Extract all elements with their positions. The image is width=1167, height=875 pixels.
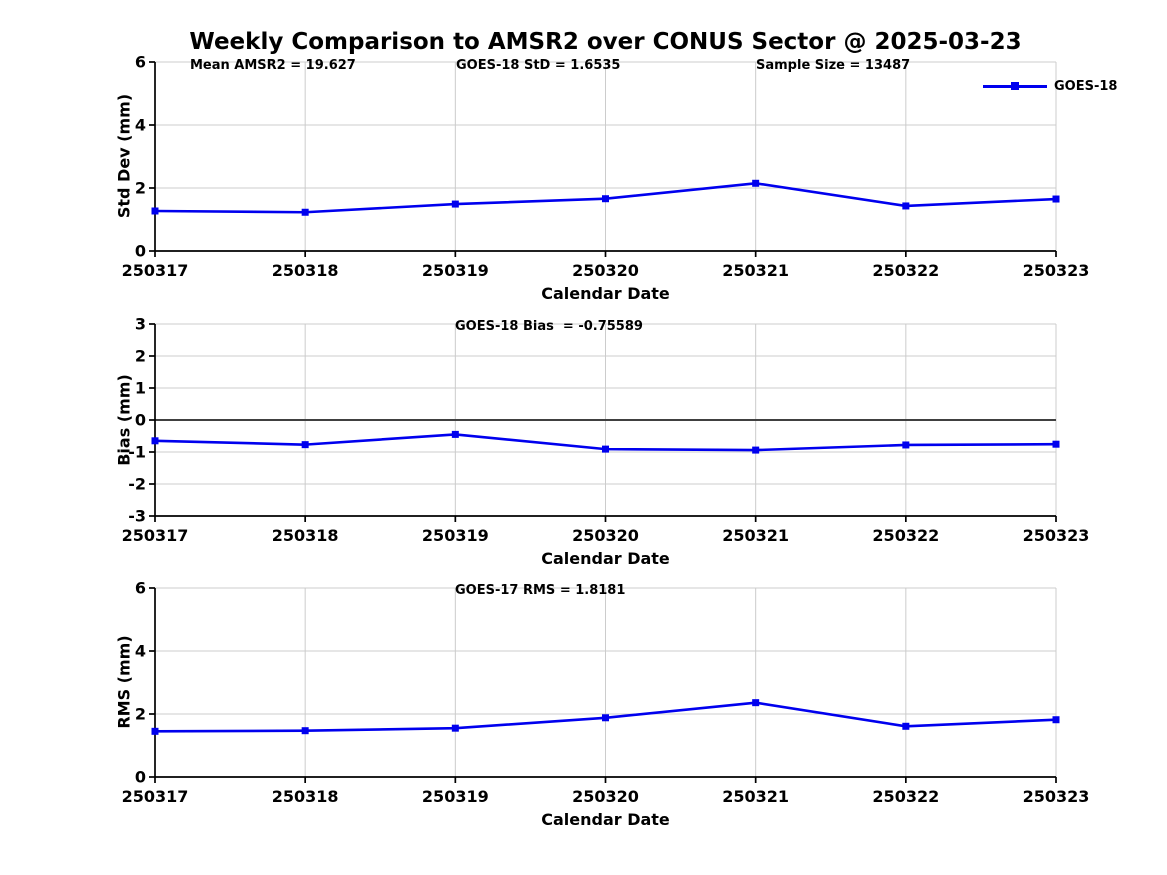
xlabel-calendar-date-1: Calendar Date xyxy=(541,284,670,303)
data-point xyxy=(602,714,609,722)
annotation-mean-amsr2: Mean AMSR2 = 19.627 xyxy=(190,58,356,73)
subplot-std-dev: 250317 250318 250319 250320 250321 250322 2503… xyxy=(122,53,1090,281)
xlabel-calendar-date-3: Calendar Date xyxy=(541,810,670,829)
x-tick-label: 250323 xyxy=(1023,787,1090,806)
data-point xyxy=(602,445,609,453)
y-tick-label: 2 xyxy=(135,705,146,724)
data-point xyxy=(151,727,159,735)
x-tick-label: 250319 xyxy=(422,787,489,806)
x-tick-label: 250317 xyxy=(122,261,189,280)
x-tick-label: 250317 xyxy=(122,787,189,806)
ylabel-bias: Bias (mm) xyxy=(114,374,134,466)
data-point xyxy=(1052,440,1060,448)
data-point xyxy=(902,722,910,730)
x-tick-label: 250320 xyxy=(572,787,639,806)
x-tick-label: 250319 xyxy=(422,526,489,545)
data-point xyxy=(301,208,309,216)
data-point xyxy=(1052,716,1060,724)
y-tick-label: 6 xyxy=(135,53,146,72)
y-tick-label: 4 xyxy=(135,116,146,135)
data-point xyxy=(451,200,459,208)
y-tick-label: 0 xyxy=(135,768,146,787)
ylabel-std-dev: Std Dev (mm) xyxy=(114,93,134,219)
x-tick-label: 250319 xyxy=(422,261,489,280)
xlabel-calendar-date-2: Calendar Date xyxy=(541,549,670,568)
annotation-goes18-bias: GOES-18 Bias = -0.75589 xyxy=(455,319,643,334)
data-point xyxy=(902,202,910,210)
y-tick-label: 4 xyxy=(135,642,146,661)
y-tick-label: 3 xyxy=(135,315,146,334)
data-point xyxy=(752,179,760,187)
x-tick-label: 250318 xyxy=(272,261,339,280)
x-tick-label: 250321 xyxy=(722,261,789,280)
data-point xyxy=(451,724,459,732)
x-tick-label: 250317 xyxy=(122,526,189,545)
x-tick-label: 250321 xyxy=(722,526,789,545)
chart-title: Weekly Comparison to AMSR2 over CONUS Se… xyxy=(189,29,1022,55)
y-tick-label: 0 xyxy=(135,411,146,430)
x-tick-label: 250322 xyxy=(872,787,939,806)
y-tick-label: 6 xyxy=(135,579,146,598)
subplot-rms: 250317 250318 250319 250320 250321 250322 2503… xyxy=(122,579,1090,807)
subplot-bias: 250317 250318 250319 250320 250321 250322 2503… xyxy=(122,315,1090,546)
y-tick-label: -3 xyxy=(128,507,146,526)
legend-label: GOES-18 xyxy=(1054,78,1118,94)
data-point xyxy=(151,207,159,215)
x-tick-label: 250322 xyxy=(872,526,939,545)
data-point xyxy=(752,446,760,454)
data-point xyxy=(301,727,309,735)
data-point xyxy=(451,430,459,438)
x-tick-label: 250320 xyxy=(572,261,639,280)
x-tick-label: 250323 xyxy=(1023,526,1090,545)
x-tick-label: 250320 xyxy=(572,526,639,545)
legend-line-sample xyxy=(983,81,1047,90)
legend: GOES-18 xyxy=(983,78,1117,94)
x-tick-label: 250318 xyxy=(272,526,339,545)
annotation-goes18-std: GOES-18 StD = 1.6535 xyxy=(456,58,621,73)
legend-square-marker-icon xyxy=(1011,81,1019,90)
x-tick-label: 250323 xyxy=(1023,261,1090,280)
y-tick-label: 0 xyxy=(135,242,146,261)
y-tick-label: 1 xyxy=(135,379,146,398)
data-point xyxy=(902,441,910,449)
data-point xyxy=(301,441,309,449)
data-point xyxy=(602,195,609,203)
ylabel-rms: RMS (mm) xyxy=(114,635,134,729)
x-tick-label: 250322 xyxy=(872,261,939,280)
annotation-goes17-rms: GOES-17 RMS = 1.8181 xyxy=(455,583,626,598)
y-tick-label: 2 xyxy=(135,179,146,198)
annotation-sample-size: Sample Size = 13487 xyxy=(756,58,911,73)
data-point xyxy=(151,437,159,445)
x-tick-label: 250318 xyxy=(272,787,339,806)
data-point xyxy=(752,699,760,707)
y-tick-label: 2 xyxy=(135,347,146,366)
y-tick-label: -1 xyxy=(128,443,146,462)
y-tick-label: -2 xyxy=(128,475,146,494)
data-point xyxy=(1052,195,1060,203)
x-tick-label: 250321 xyxy=(722,787,789,806)
